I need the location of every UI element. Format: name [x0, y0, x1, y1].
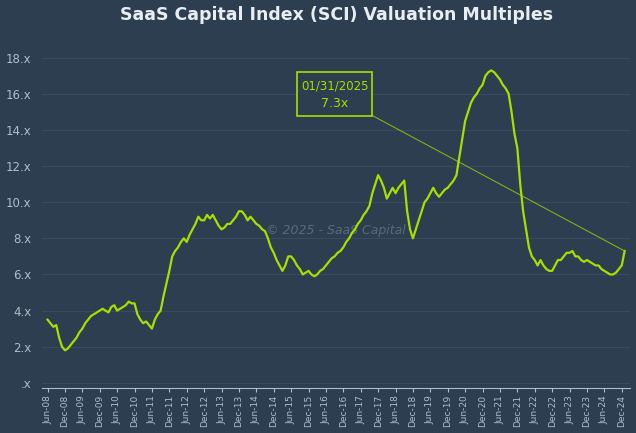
- Text: 01/31/2025: 01/31/2025: [301, 80, 368, 93]
- Text: 7.3x: 7.3x: [321, 97, 349, 110]
- Title: SaaS Capital Index (SCI) Valuation Multiples: SaaS Capital Index (SCI) Valuation Multi…: [120, 6, 553, 23]
- FancyBboxPatch shape: [297, 72, 372, 116]
- Text: © 2025 - SaaS Capital: © 2025 - SaaS Capital: [266, 224, 406, 237]
